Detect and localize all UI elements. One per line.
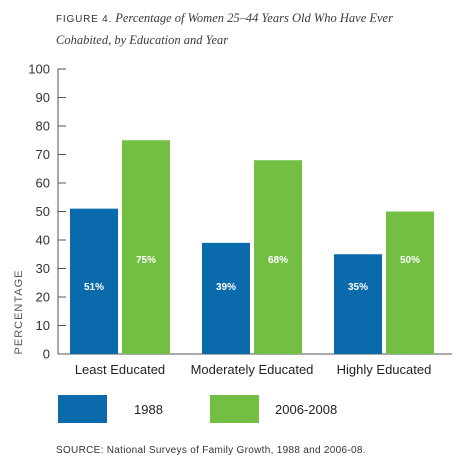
legend-swatch-1988 — [58, 395, 107, 423]
y-tick-label: 10 — [36, 318, 50, 333]
bar-1988 — [334, 254, 382, 354]
y-tick-label: 0 — [43, 347, 50, 362]
chart-title: FIGURE 4. Percentage of Women 25–44 Year… — [56, 8, 446, 51]
y-tick-label: 90 — [36, 90, 50, 105]
source-note: SOURCE: National Surveys of Family Growt… — [56, 445, 366, 456]
bar-value-label: 51% — [84, 282, 104, 293]
legend-label: 2006-2008 — [275, 402, 337, 417]
y-tick-label: 30 — [36, 261, 50, 276]
y-tick-label: 20 — [36, 290, 50, 305]
bar-1988 — [202, 242, 250, 354]
legend-label: 1988 — [134, 402, 163, 417]
figure-label: FIGURE 4. — [56, 14, 113, 25]
y-tick-label: 80 — [36, 119, 50, 134]
y-tick-label: 100 — [28, 62, 50, 77]
bar-value-label: 68% — [268, 255, 288, 266]
bar-value-label: 39% — [216, 282, 236, 293]
bar-2006-2008 — [122, 140, 170, 354]
bar-value-label: 75% — [136, 255, 156, 266]
bar-2006-2008 — [386, 211, 434, 354]
y-axis-title: PERCENTAGE — [13, 270, 25, 355]
y-tick-label: 50 — [36, 204, 50, 219]
category-label: Highly Educated — [337, 362, 432, 377]
y-tick-label: 60 — [36, 176, 50, 191]
chart-title-text: Percentage of Women 25–44 Years Old Who … — [56, 11, 393, 47]
bar-2006-2008 — [254, 160, 302, 354]
category-label: Moderately Educated — [191, 362, 314, 377]
bar-1988 — [70, 208, 118, 354]
y-tick-label: 70 — [36, 147, 50, 162]
y-tick-label: 40 — [36, 233, 50, 248]
bar-value-label: 50% — [400, 255, 420, 266]
category-label: Least Educated — [75, 362, 165, 377]
bar-value-label: 35% — [348, 282, 368, 293]
legend-swatch-2006-2008 — [210, 395, 259, 423]
